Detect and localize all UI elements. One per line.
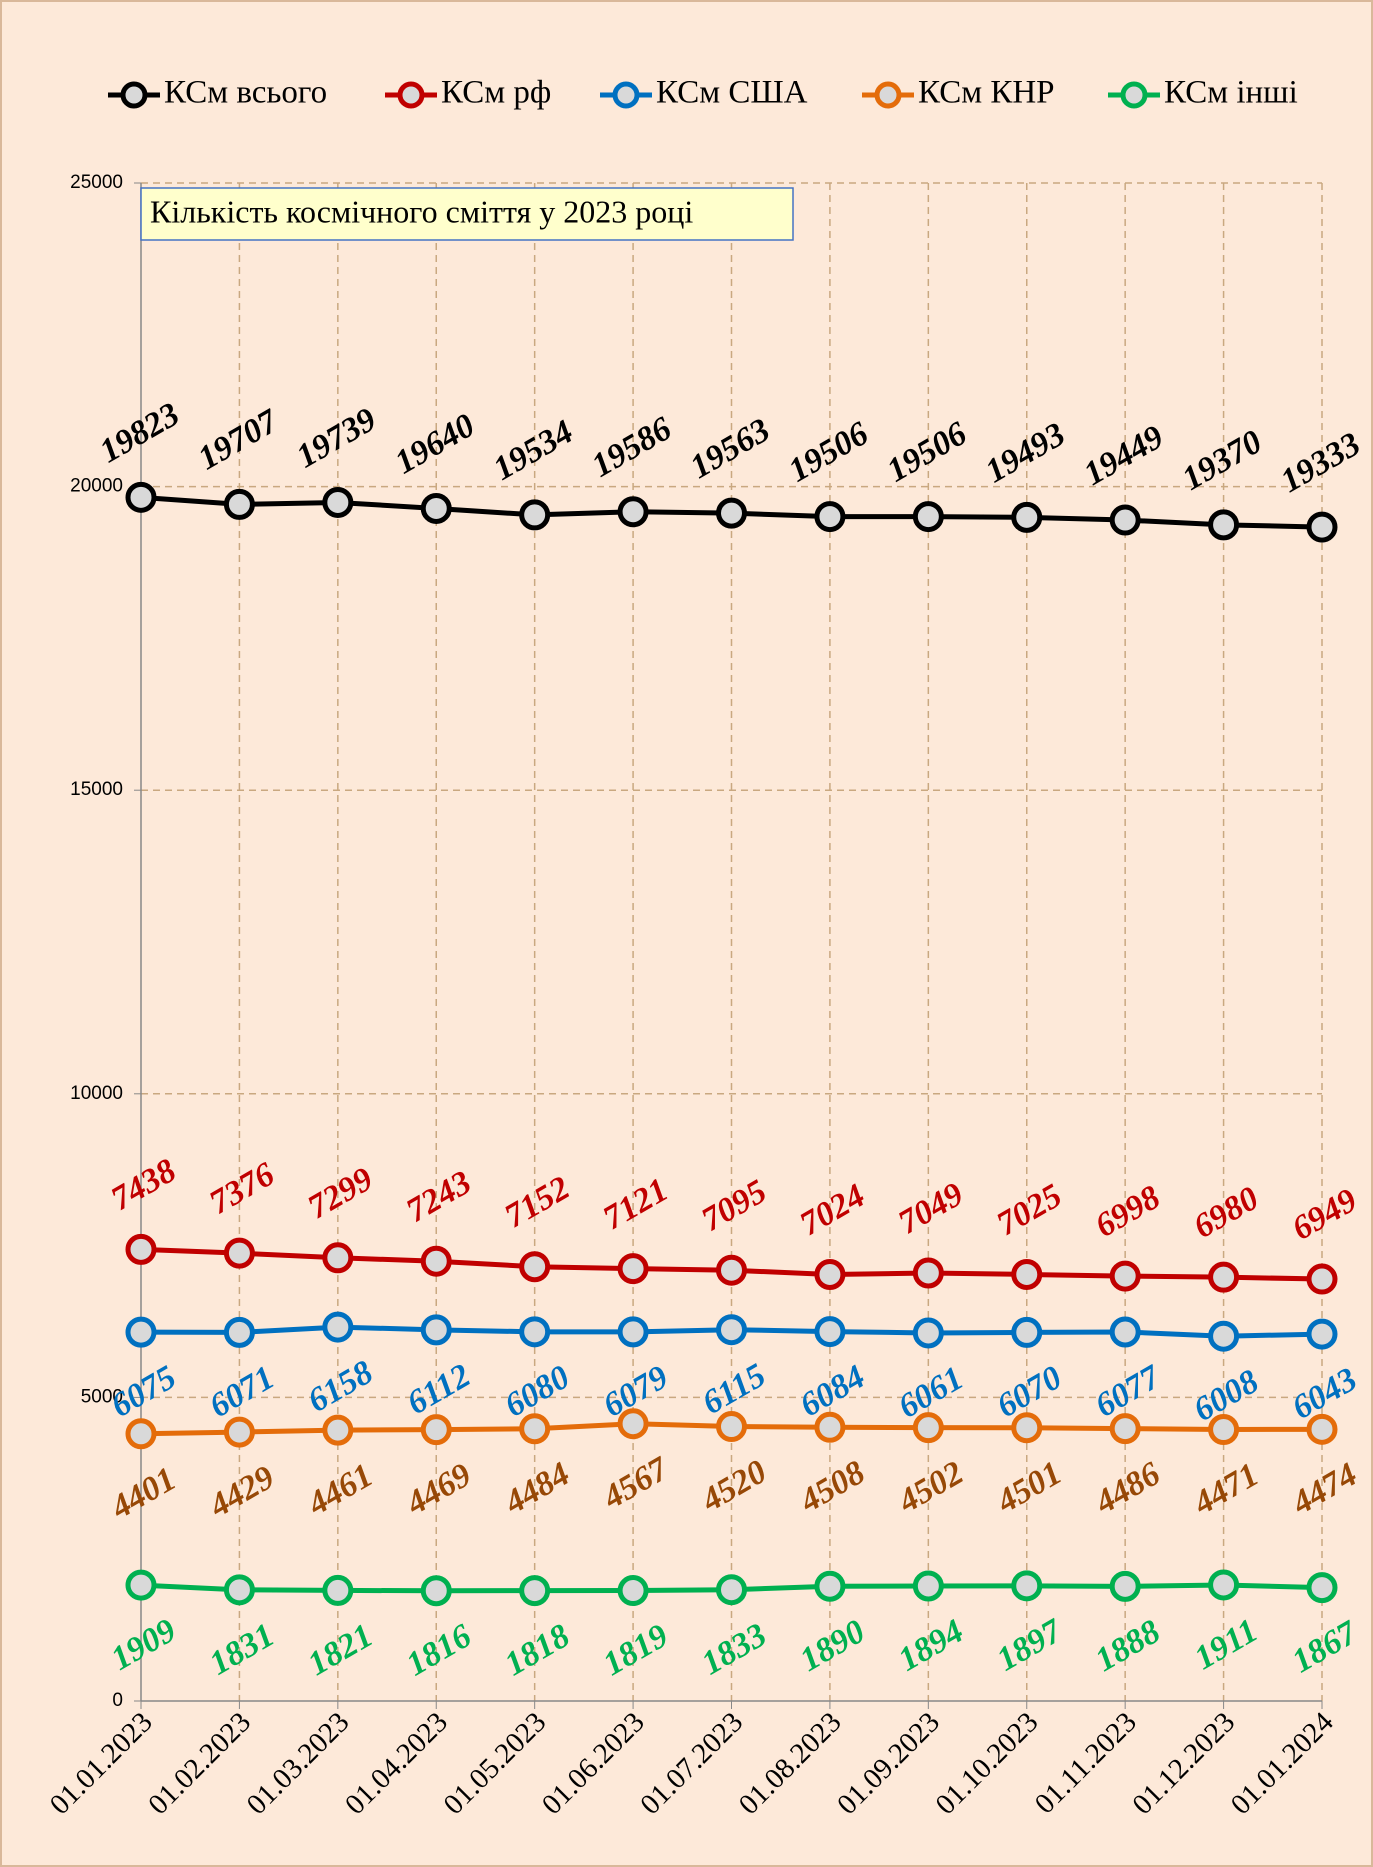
data-point [1011,1412,1043,1444]
data-point [322,1311,354,1343]
data-point [814,1570,846,1602]
data-point [519,1575,551,1607]
data-point [1208,1569,1240,1601]
legend-label: КСм КНР [918,75,1055,111]
data-point [223,1316,255,1348]
data-point [1208,1414,1240,1446]
y-tick-label: 10000 [70,1083,123,1104]
y-tick-label: 5000 [81,1386,123,1407]
data-point [1306,1318,1338,1350]
data-point [1109,1260,1141,1292]
data-point [1306,1263,1338,1295]
data-point [814,1259,846,1291]
data-point [420,1314,452,1346]
data-point [1306,511,1338,543]
data-point [716,1254,747,1286]
data-point [1109,1570,1141,1602]
data-point [617,1408,649,1440]
legend-label: КСм рф [441,75,551,111]
data-point [1011,1316,1043,1348]
data-point [322,486,354,518]
data-point [519,499,551,531]
data-point [125,1418,157,1450]
data-point [519,1316,551,1348]
data-point [1011,501,1043,533]
data-point [1208,1320,1240,1352]
data-point [1306,1572,1338,1604]
data-point [716,1574,747,1606]
data-point [716,497,747,529]
data-point [125,1316,157,1348]
legend-label: КСм інші [1164,75,1298,111]
legend-marker [1120,81,1148,109]
data-point [912,501,944,533]
data-point [322,1414,354,1446]
legend-marker [612,81,640,109]
data-point [617,1253,649,1285]
data-point [1011,1570,1043,1602]
data-point [223,488,255,520]
data-point [125,1569,157,1601]
data-point [912,1317,944,1349]
legend-marker [874,81,902,109]
legend-label: КСм всього [164,75,327,111]
y-tick-label: 25000 [70,172,123,193]
data-point [1208,509,1240,541]
data-point [125,481,157,513]
data-point [519,1413,551,1445]
data-point [420,1414,452,1446]
y-tick-label: 20000 [70,476,123,497]
data-point [1109,1413,1141,1445]
data-point [1109,1316,1141,1348]
y-tick-label: 15000 [70,779,123,800]
data-point [420,1245,452,1277]
data-point [322,1574,354,1606]
annotation: Кількість космічного сміття у 2023 році [150,193,693,229]
legend-label: КСм США [656,75,808,111]
data-point [223,1237,255,1269]
data-point [617,1316,649,1348]
legend-marker [397,81,425,109]
data-point [814,1411,846,1443]
data-point [1011,1258,1043,1290]
data-point [617,1575,649,1607]
data-point [912,1257,944,1289]
data-point [814,1316,846,1348]
data-point [814,501,846,533]
annotation-box [140,187,794,241]
data-point [1208,1261,1240,1293]
data-point [617,496,649,528]
y-tick-label: 0 [112,1690,123,1711]
data-point [519,1251,551,1283]
data-point [1306,1413,1338,1445]
data-point [223,1574,255,1606]
legend-marker [120,81,148,109]
data-point [912,1412,944,1444]
data-point [716,1411,747,1443]
data-point [912,1570,944,1602]
data-point [125,1233,157,1265]
data-point [420,492,452,524]
data-point [716,1314,747,1346]
data-point [1109,504,1141,536]
data-point [420,1575,452,1607]
data-point [322,1242,354,1274]
data-point [223,1416,255,1448]
